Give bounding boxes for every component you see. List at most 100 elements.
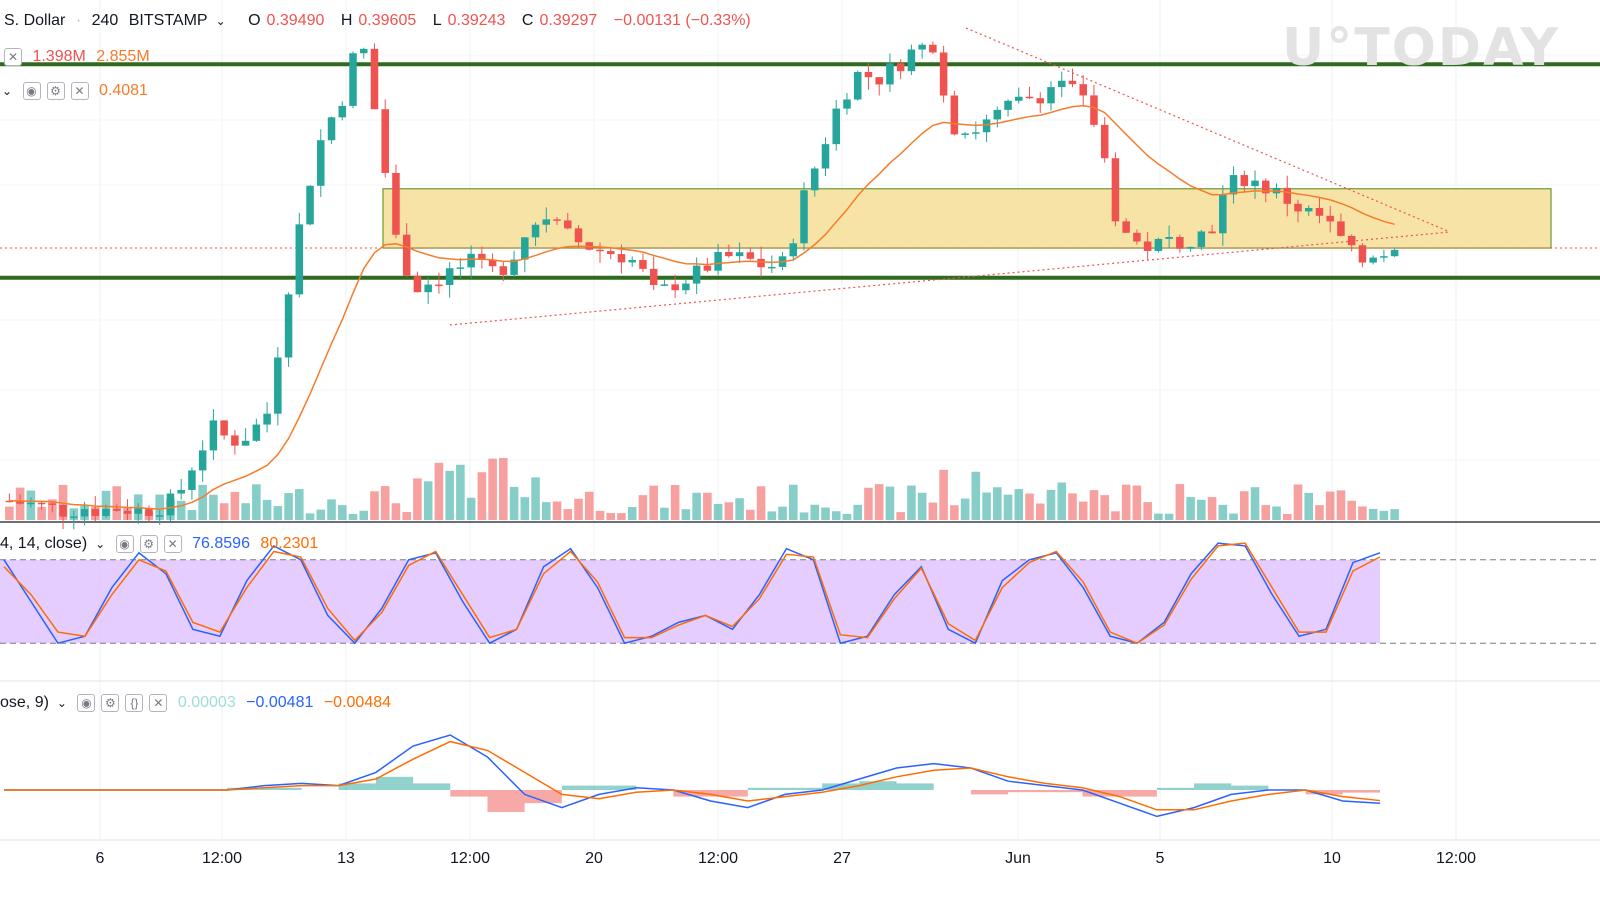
volume-bar <box>1057 482 1067 520</box>
macd-histogram-bar <box>1082 790 1120 797</box>
time-axis-label: 27 <box>833 850 851 867</box>
macd-histogram-bar <box>1342 790 1380 793</box>
volume-bar <box>284 493 293 520</box>
volume-bar <box>69 508 79 520</box>
volume-bar <box>1336 490 1346 520</box>
volume-bar <box>1089 490 1099 520</box>
volume-bar <box>1197 499 1206 520</box>
volume-bar <box>660 507 669 520</box>
volume-bar <box>58 484 68 520</box>
chevron-down-icon[interactable]: ⌄ <box>56 696 67 711</box>
volume-bar <box>627 507 637 520</box>
eye-icon[interactable]: ◉ <box>22 82 41 100</box>
close-key: C <box>521 12 534 29</box>
macd-params[interactable]: ose, 9) <box>0 694 49 712</box>
candle-body <box>671 284 679 291</box>
macd-value: −0.00481 <box>246 694 314 712</box>
macd-histogram-bar <box>450 790 488 797</box>
volume-bar <box>1078 501 1088 520</box>
candle-body <box>370 48 379 110</box>
volume-bar <box>434 462 444 520</box>
volume-bar <box>1164 513 1174 520</box>
volume-bar <box>1111 511 1120 520</box>
candle-body <box>1154 238 1163 251</box>
gear-icon[interactable]: ⚙ <box>139 535 158 553</box>
candle-body <box>918 44 926 50</box>
candle-body <box>768 266 776 269</box>
volume-bar <box>1293 484 1303 520</box>
close-icon[interactable]: ✕ <box>149 694 168 712</box>
volume-bar <box>950 505 959 520</box>
macd-histogram-bar <box>673 790 711 797</box>
volume-bar <box>370 491 379 520</box>
candle-body <box>521 237 529 260</box>
volume-bar <box>15 487 25 520</box>
candle-body <box>929 44 937 53</box>
close-icon[interactable]: ✕ <box>70 82 89 100</box>
gear-icon[interactable]: ⚙ <box>46 82 65 100</box>
macd-histogram-bar <box>1156 787 1195 790</box>
volume-bar <box>670 485 680 520</box>
candle-body <box>810 168 819 191</box>
volume-bar <box>735 498 744 520</box>
symbol-legend[interactable]: S. Dollar · 240 BITSTAMP ⌄ O 0.39490 H 0.39… <box>4 12 751 29</box>
chevron-down-icon[interactable]: ⌄ <box>2 84 13 99</box>
candle-body <box>1111 158 1120 222</box>
chevron-down-icon[interactable]: ⌄ <box>95 537 106 552</box>
close-icon[interactable]: ✕ <box>4 48 22 66</box>
volume-value: 1.398M <box>32 48 86 66</box>
stoch-d-value: 80.2301 <box>260 535 319 553</box>
source-code-icon[interactable]: {} <box>125 694 144 712</box>
candle-body <box>639 260 647 269</box>
candle-body <box>1358 245 1367 263</box>
candle-body <box>478 253 486 260</box>
gear-icon[interactable]: ⚙ <box>101 694 120 712</box>
volume-bar <box>101 490 111 520</box>
candle-body <box>875 77 883 85</box>
volume-bar <box>5 506 14 520</box>
candle-body <box>907 49 916 72</box>
high-value: 0.39605 <box>358 12 417 29</box>
close-icon[interactable]: ✕ <box>163 535 182 553</box>
volume-bar <box>187 510 197 520</box>
eye-icon[interactable]: ◉ <box>77 694 96 712</box>
candle-body <box>499 266 508 275</box>
chevron-down-icon[interactable]: ⌄ <box>215 14 226 28</box>
candle-body <box>1122 221 1130 233</box>
macd-hist-value: 0.00003 <box>177 694 236 712</box>
candle-body <box>241 440 250 446</box>
volume-bar <box>982 492 991 520</box>
volume-bar <box>1358 506 1367 520</box>
candle-body <box>284 294 293 358</box>
volume-bar <box>1347 500 1356 520</box>
time-axis-label: 13 <box>337 850 355 867</box>
candle-body <box>445 268 454 285</box>
symbol-name[interactable]: S. Dollar <box>4 12 66 29</box>
eye-icon[interactable]: ◉ <box>115 535 134 553</box>
macd-histogram-bar <box>487 790 525 812</box>
time-axis-label: 12:00 <box>201 850 243 867</box>
volume-bar <box>445 470 454 520</box>
stoch-params[interactable]: 4, 14, close) <box>0 535 88 553</box>
stoch-band <box>0 559 1380 644</box>
interval-label[interactable]: 240 <box>91 12 119 29</box>
volume-bar <box>584 491 594 520</box>
candle-body <box>725 251 733 257</box>
volume-bar <box>305 513 315 520</box>
volume-bar <box>907 485 916 520</box>
volume-bar <box>574 498 583 520</box>
volume-bar <box>252 484 261 520</box>
candle-body <box>1143 241 1152 251</box>
candle-body <box>939 52 948 96</box>
candle-body <box>317 140 325 186</box>
close-value: 0.39297 <box>539 12 598 29</box>
volume-bar <box>917 492 927 520</box>
candle-body <box>1068 80 1077 85</box>
volume-bar <box>166 499 175 520</box>
volume-bar <box>112 486 122 520</box>
volume-bar <box>466 497 476 520</box>
volume-bar <box>1325 491 1335 520</box>
volume-bar <box>413 478 422 520</box>
candle-body <box>864 71 873 78</box>
